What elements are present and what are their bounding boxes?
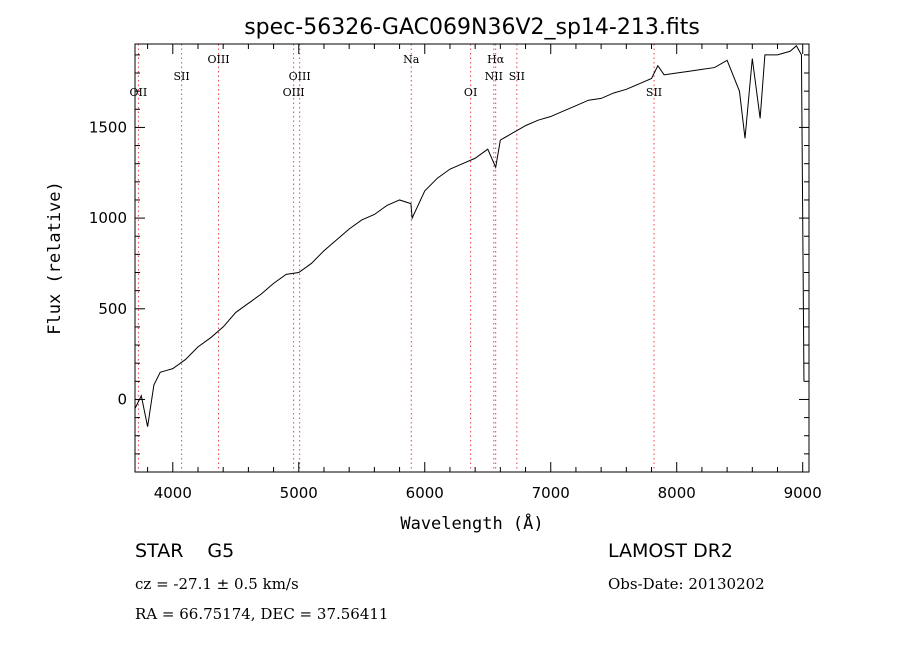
marker-label-2: OIII [207,53,229,66]
y-tick-label-1: 500 [98,300,127,318]
object-class: STAR G5 [135,540,235,562]
chart-title: spec-56326-GAC069N36V2_sp14-213.fits [244,15,700,40]
marker-label-0: OII [130,86,148,99]
y-axis-label: Flux (relative) [45,181,65,335]
redshift-velocity: cz = -27.1 ± 0.5 km/s [135,575,299,593]
x-tick-label-5: 9000 [784,484,822,502]
x-tick-label-4: 8000 [658,484,696,502]
line-marker-layer: OII SII OIII OIII OIII Na OI Hα NII SII SII [130,44,662,472]
observation-date: Obs-Date: 20130202 [608,575,765,593]
x-tick-label-2: 6000 [406,484,444,502]
plot-frame [134,43,810,473]
marker-label-5: Na [403,53,420,66]
x-tick-label-3: 7000 [532,484,570,502]
spectrum-line-0 [134,45,805,427]
marker-label-3: OIII [283,86,305,99]
marker-label-1: SII [173,70,189,83]
y-tick-label-2: 1000 [89,209,127,227]
marker-label-7: Hα [487,53,505,66]
x-tick-label-0: 4000 [154,484,192,502]
marker-label-10: SII [646,86,662,99]
y-tick-label-3: 1500 [89,118,127,136]
y-tick-label-0: 0 [117,390,127,408]
x-tick-label-1: 5000 [280,484,318,502]
axis-ticks: 4000 5000 6000 7000 8000 9000 0 500 1000 1500 [89,44,822,502]
x-axis-label: Wavelength (Å) [400,512,543,534]
ra-dec-coordinates: RA = 66.75174, DEC = 37.56411 [135,605,389,623]
spectrum-series-layer [134,45,805,427]
survey-label: LAMOST DR2 [608,540,733,562]
marker-label-9: SII [509,70,525,83]
marker-label-8: NII [485,70,503,83]
marker-label-6: OI [464,86,477,99]
marker-label-4: OIII [289,70,311,83]
